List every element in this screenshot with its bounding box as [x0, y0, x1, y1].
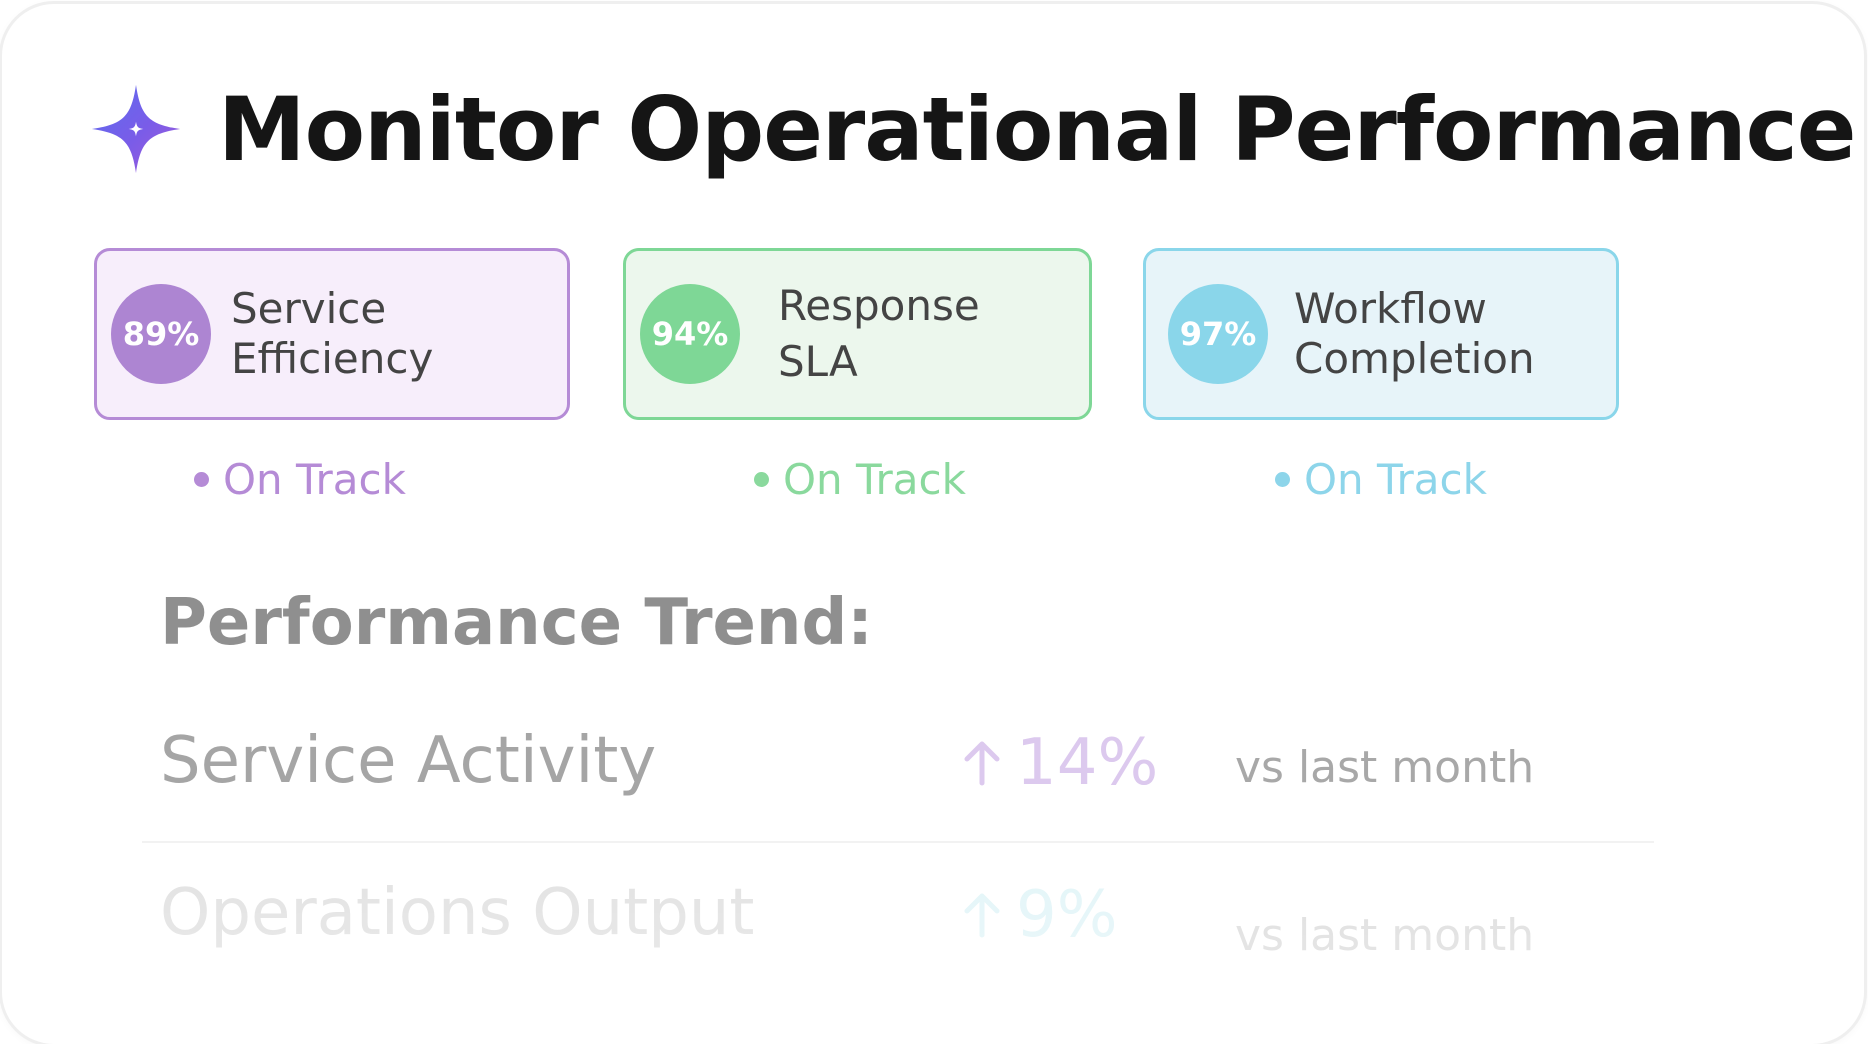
- status-text: On Track: [223, 454, 406, 504]
- status-indicator-workflow-completion: On Track: [1275, 451, 1487, 507]
- page-title: Monitor Operational Performance: [218, 77, 1856, 181]
- trend-change-value: 9%: [1016, 878, 1118, 952]
- trend-row-operations-output: Operations Output 9% vs last month: [160, 876, 1660, 966]
- trend-change: 9%: [962, 878, 1118, 952]
- kpi-label-line2: SLA: [778, 337, 858, 386]
- kpi-card-response-sla[interactable]: 94% Response SLA: [623, 248, 1092, 420]
- trend-compare-text: vs last month: [1235, 742, 1535, 793]
- kpi-label-line1: Workflow: [1294, 284, 1487, 333]
- status-dot-icon: [754, 471, 769, 487]
- kpi-card-service-efficiency[interactable]: 89% Service Efficiency: [94, 248, 570, 420]
- sparkle-star-icon: [91, 84, 181, 174]
- kpi-label-line1: Response: [778, 281, 980, 330]
- arrow-up-icon: [964, 893, 1000, 938]
- row-divider: [142, 841, 1654, 843]
- kpi-label: Service Efficiency: [231, 284, 433, 384]
- kpi-value-badge: 94%: [640, 284, 740, 384]
- kpi-label-line2: Efficiency: [231, 334, 434, 383]
- kpi-card-workflow-completion[interactable]: 97% Workflow Completion: [1143, 248, 1619, 420]
- status-indicator-response-sla: On Track: [754, 451, 966, 507]
- status-dot-icon: [194, 471, 209, 487]
- kpi-label-line2: Completion: [1294, 334, 1535, 383]
- card-header: Monitor Operational Performance: [90, 74, 1856, 184]
- trend-change-value: 14%: [1016, 726, 1159, 800]
- kpi-value-badge: 89%: [111, 284, 211, 384]
- status-text: On Track: [1304, 454, 1487, 504]
- kpi-value-badge: 97%: [1168, 284, 1268, 384]
- performance-card: Monitor Operational Performance 89% Serv…: [2, 4, 1864, 1044]
- trend-compare-text: vs last month: [1235, 910, 1535, 961]
- status-indicator-service-efficiency: On Track: [194, 451, 406, 507]
- status-text: On Track: [783, 454, 966, 504]
- kpi-label: Workflow Completion: [1294, 284, 1535, 384]
- trend-metric-name: Service Activity: [160, 724, 657, 798]
- arrow-up-icon: [964, 741, 1000, 786]
- trend-row-service-activity: Service Activity 14% vs last month: [160, 724, 1660, 814]
- kpi-label: Response SLA: [778, 278, 980, 390]
- trend-section-title: Performance Trend:: [160, 586, 873, 660]
- status-dot-icon: [1275, 471, 1290, 487]
- trend-metric-name: Operations Output: [160, 876, 755, 950]
- kpi-label-line1: Service: [231, 284, 387, 333]
- trend-change: 14%: [962, 726, 1158, 800]
